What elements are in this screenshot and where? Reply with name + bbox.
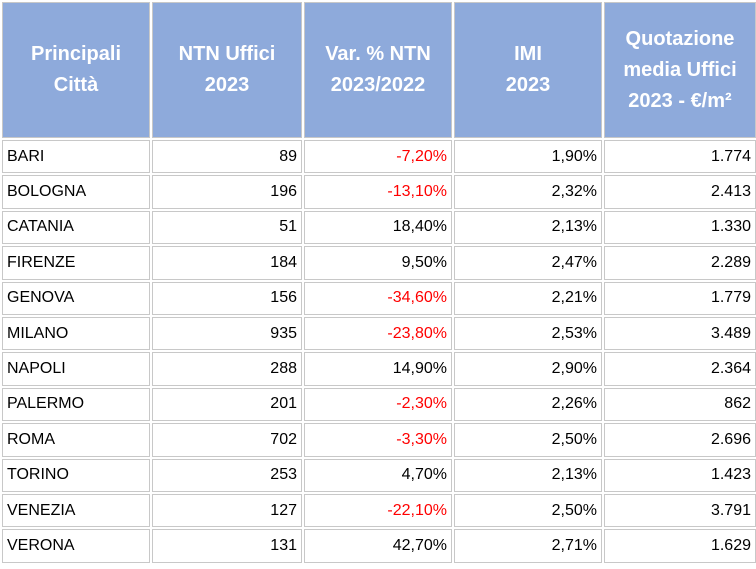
table-row: MILANO 935 -23,80% 2,53% 3.489 bbox=[2, 316, 756, 351]
city-cell: ROMA bbox=[2, 423, 150, 457]
value-cell: 2,13% bbox=[454, 458, 602, 492]
header-cell: IMI 2023 bbox=[454, 2, 602, 138]
value-cell: 3.489 bbox=[604, 316, 756, 351]
header-line: Città bbox=[53, 74, 99, 96]
value-cell: 2,53% bbox=[454, 316, 602, 351]
value-cell: 156 bbox=[152, 281, 302, 315]
table-body: BARI 89 -7,20% 1,90% 1.774 BOLOGNA 196 -13,10% 2… bbox=[2, 140, 756, 563]
value-cell: 51 bbox=[152, 210, 302, 245]
value-cell: 862 bbox=[604, 387, 756, 422]
value-cell: 2,32% bbox=[454, 175, 602, 209]
value-cell: 127 bbox=[152, 493, 302, 528]
table-row: VERONA 131 42,70% 2,71% 1.629 bbox=[2, 529, 756, 563]
city-cell: MILANO bbox=[2, 316, 150, 351]
value-cell: 935 bbox=[152, 316, 302, 351]
header-row: Principali Città NTN Uffici 2023 Var. % NTN 2… bbox=[2, 2, 756, 138]
value-cell: 2,50% bbox=[454, 493, 602, 528]
value-cell: -23,80% bbox=[304, 316, 452, 351]
value-cell: 2,13% bbox=[454, 210, 602, 245]
value-cell: 4,70% bbox=[304, 458, 452, 492]
city-cell: FIRENZE bbox=[2, 246, 150, 280]
value-cell: 2,71% bbox=[454, 529, 602, 563]
header-line: IMI bbox=[514, 43, 542, 65]
table-row: ROMA 702 -3,30% 2,50% 2.696 bbox=[2, 423, 756, 457]
city-cell: NAPOLI bbox=[2, 352, 150, 386]
value-cell: 42,70% bbox=[304, 529, 452, 563]
header-line: 2023 bbox=[204, 74, 250, 96]
value-cell: -7,20% bbox=[304, 140, 452, 174]
header-cell: Principali Città bbox=[2, 2, 150, 138]
value-cell: -2,30% bbox=[304, 387, 452, 422]
value-cell: 9,50% bbox=[304, 246, 452, 280]
value-cell: -34,60% bbox=[304, 281, 452, 315]
header-cell: NTN Uffici 2023 bbox=[152, 2, 302, 138]
value-cell: 2.364 bbox=[604, 352, 756, 386]
table-row: TORINO 253 4,70% 2,13% 1.423 bbox=[2, 458, 756, 492]
table-row: FIRENZE 184 9,50% 2,47% 2.289 bbox=[2, 246, 756, 280]
header-line: NTN Uffici bbox=[178, 43, 276, 65]
value-cell: 201 bbox=[152, 387, 302, 422]
value-cell: 2.289 bbox=[604, 246, 756, 280]
value-cell: 1.779 bbox=[604, 281, 756, 315]
table-row: CATANIA 51 18,40% 2,13% 1.330 bbox=[2, 210, 756, 245]
header-cell: Var. % NTN 2023/2022 bbox=[304, 2, 452, 138]
value-cell: 702 bbox=[152, 423, 302, 457]
value-cell: 131 bbox=[152, 529, 302, 563]
city-cell: VERONA bbox=[2, 529, 150, 563]
value-cell: 3.791 bbox=[604, 493, 756, 528]
city-cell: GENOVA bbox=[2, 281, 150, 315]
city-cell: VENEZIA bbox=[2, 493, 150, 528]
city-cell: CATANIA bbox=[2, 210, 150, 245]
header-line: Var. % NTN bbox=[325, 43, 431, 65]
header-line: media Uffici bbox=[623, 58, 737, 81]
value-cell: 1.629 bbox=[604, 529, 756, 563]
header-cell: Quotazione media Uffici 2023 - €/m² bbox=[604, 2, 756, 138]
city-cell: TORINO bbox=[2, 458, 150, 492]
value-cell: 1.330 bbox=[604, 210, 756, 245]
value-cell: -22,10% bbox=[304, 493, 452, 528]
table-row: GENOVA 156 -34,60% 2,21% 1.779 bbox=[2, 281, 756, 315]
value-cell: 196 bbox=[152, 175, 302, 209]
value-cell: 288 bbox=[152, 352, 302, 386]
city-cell: PALERMO bbox=[2, 387, 150, 422]
header-line: 2023 bbox=[505, 74, 551, 96]
value-cell: 2,26% bbox=[454, 387, 602, 422]
value-cell: 2,21% bbox=[454, 281, 602, 315]
value-cell: 2.413 bbox=[604, 175, 756, 209]
table-row: PALERMO 201 -2,30% 2,26% 862 bbox=[2, 387, 756, 422]
header-line: 2023 - €/m² bbox=[628, 89, 732, 112]
value-cell: 253 bbox=[152, 458, 302, 492]
value-cell: 18,40% bbox=[304, 210, 452, 245]
value-cell: 2,47% bbox=[454, 246, 602, 280]
value-cell: 14,90% bbox=[304, 352, 452, 386]
city-cell: BARI bbox=[2, 140, 150, 174]
table-header: Principali Città NTN Uffici 2023 Var. % NTN 2… bbox=[2, 2, 756, 138]
value-cell: 184 bbox=[152, 246, 302, 280]
value-cell: 1.774 bbox=[604, 140, 756, 174]
table-row: VENEZIA 127 -22,10% 2,50% 3.791 bbox=[2, 493, 756, 528]
value-cell: -13,10% bbox=[304, 175, 452, 209]
value-cell: 1,90% bbox=[454, 140, 602, 174]
value-cell: -3,30% bbox=[304, 423, 452, 457]
value-cell: 2.696 bbox=[604, 423, 756, 457]
table-row: BARI 89 -7,20% 1,90% 1.774 bbox=[2, 140, 756, 174]
value-cell: 89 bbox=[152, 140, 302, 174]
value-cell: 2,50% bbox=[454, 423, 602, 457]
city-cell: BOLOGNA bbox=[2, 175, 150, 209]
table-row: BOLOGNA 196 -13,10% 2,32% 2.413 bbox=[2, 175, 756, 209]
table-row: NAPOLI 288 14,90% 2,90% 2.364 bbox=[2, 352, 756, 386]
value-cell: 2,90% bbox=[454, 352, 602, 386]
header-line: Quotazione bbox=[625, 27, 735, 50]
header-line: 2023/2022 bbox=[330, 74, 426, 96]
header-line: Principali bbox=[30, 43, 122, 65]
value-cell: 1.423 bbox=[604, 458, 756, 492]
